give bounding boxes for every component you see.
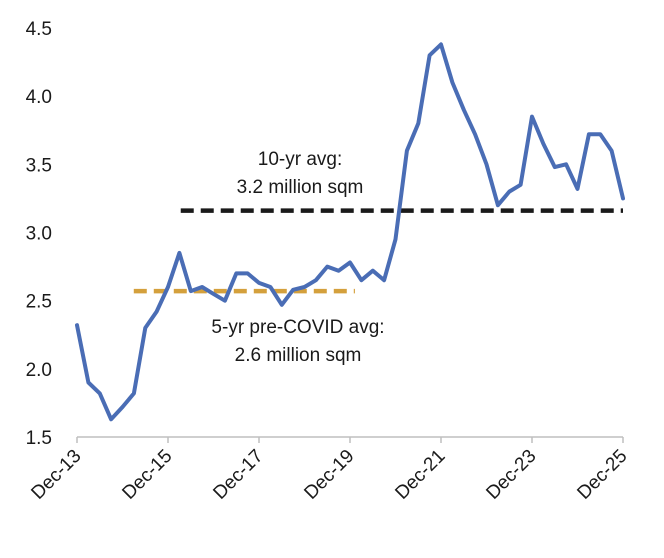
data-line [75, 42, 625, 422]
annotation: 3.2 million sqm [237, 177, 364, 198]
annotation: 5-yr pre-COVID avg: [211, 317, 384, 338]
y-tick-label: 3.0 [26, 224, 52, 245]
x-tick-label: Dec-21 [391, 446, 449, 504]
x-tick-label: Dec-13 [27, 446, 85, 504]
y-tick-label: 2.5 [26, 292, 52, 313]
annotation: 2.6 million sqm [235, 345, 362, 366]
annotation: 10-yr avg: [258, 149, 342, 170]
x-tick-label: Dec-17 [209, 446, 267, 504]
x-tick-label: Dec-19 [300, 446, 358, 504]
x-tick-label: Dec-15 [118, 446, 176, 504]
y-tick-label: 4.0 [26, 87, 52, 108]
y-tick-label: 1.5 [26, 428, 52, 449]
y-tick-label: 4.5 [26, 19, 52, 40]
y-tick-label: 3.5 [26, 155, 52, 176]
y-tick-label: 2.0 [26, 360, 52, 381]
x-tick-label: Dec-23 [482, 446, 540, 504]
x-tick-label: Dec-25 [573, 446, 631, 504]
